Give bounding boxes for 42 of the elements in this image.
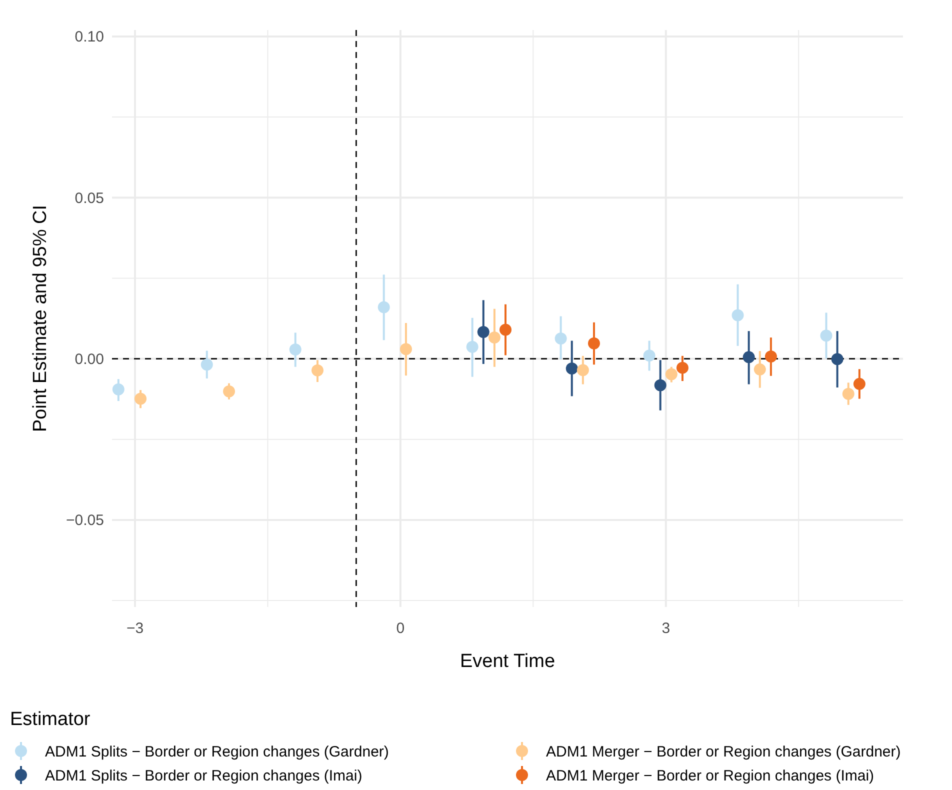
y-tick-label: 0.00 xyxy=(74,351,104,368)
legend-label: ADM1 Splits − Border or Region changes (Imai) xyxy=(45,767,362,784)
point xyxy=(842,388,854,400)
point xyxy=(853,378,866,390)
point xyxy=(112,383,124,396)
point xyxy=(754,363,766,376)
legend-title: Estimator xyxy=(10,709,91,730)
point xyxy=(665,368,678,380)
point xyxy=(289,343,302,356)
point xyxy=(477,326,490,338)
point xyxy=(134,392,147,405)
y-tick-label: 0.05 xyxy=(74,190,104,207)
x-tick-label: −3 xyxy=(126,620,144,637)
y-tick-label: 0.10 xyxy=(74,28,104,46)
point xyxy=(764,350,777,363)
point xyxy=(378,301,390,314)
point xyxy=(643,350,656,362)
y-axis-title: Point Estimate and 95% CI xyxy=(30,204,51,432)
point xyxy=(311,364,324,376)
point xyxy=(742,351,755,364)
legend-label: ADM1 Splits − Border or Region changes (Gardner) xyxy=(45,743,389,760)
point xyxy=(500,324,512,336)
point xyxy=(554,332,567,344)
point xyxy=(200,358,213,371)
y-tick-label: −0.05 xyxy=(66,512,104,530)
x-tick-label: 3 xyxy=(662,620,670,637)
point xyxy=(654,379,666,392)
point xyxy=(223,385,236,398)
point xyxy=(831,353,844,366)
legend-label: ADM1 Merger − Border or Region changes (Imai) xyxy=(546,767,874,784)
point xyxy=(588,337,600,350)
point xyxy=(576,364,589,376)
x-axis-title: Event Time xyxy=(460,651,556,672)
point xyxy=(466,340,478,353)
legend-label: ADM1 Merger − Border or Region changes (Gardner) xyxy=(546,743,901,760)
point xyxy=(820,330,832,342)
point xyxy=(400,343,412,356)
x-tick-label: 0 xyxy=(396,620,405,637)
point xyxy=(488,332,500,344)
point xyxy=(732,309,744,322)
point xyxy=(566,362,578,374)
point xyxy=(676,362,688,374)
